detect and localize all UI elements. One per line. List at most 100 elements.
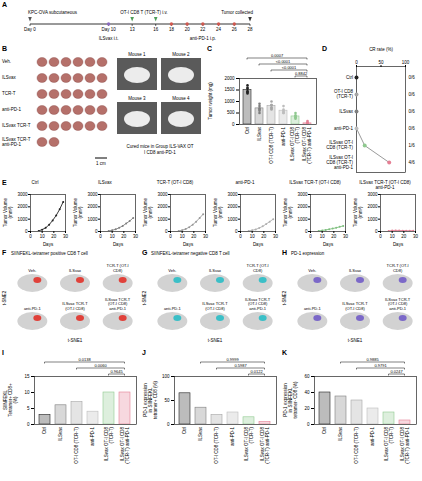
svg-text:1 cm: 1 cm xyxy=(96,161,106,166)
svg-text:50: 50 xyxy=(378,60,384,65)
svg-text:ILSvax TCR-T: ILSvax TCR-T xyxy=(2,123,31,128)
svg-text:t-SNE2: t-SNE2 xyxy=(282,290,287,305)
svg-text:0: 0 xyxy=(165,229,168,234)
svg-text:ILSvax i.t.: ILSvax i.t. xyxy=(99,36,119,41)
svg-text:anti-PD-1: anti-PD-1 xyxy=(281,127,286,147)
svg-text:CD8): CD8) xyxy=(253,268,263,273)
svg-text:0/6: 0/6 xyxy=(409,75,416,80)
svg-text:2000: 2000 xyxy=(224,76,235,81)
svg-text:(TCR-T): (TCR-T) xyxy=(109,427,114,444)
svg-text:2000: 2000 xyxy=(367,204,378,209)
svg-text:1000: 1000 xyxy=(87,217,98,222)
svg-text:20: 20 xyxy=(185,27,191,32)
svg-text:0.0122: 0.0122 xyxy=(250,369,263,374)
svg-text:anti-PD-1: anti-PD-1 xyxy=(235,180,255,185)
svg-text:18: 18 xyxy=(169,27,175,32)
svg-text:CD8): CD8) xyxy=(393,268,403,273)
svg-text:100: 100 xyxy=(162,374,170,379)
svg-text:30: 30 xyxy=(343,234,349,239)
svg-text:anti-PD-1: anti-PD-1 xyxy=(334,165,354,170)
svg-text:tetramer+ CD8 (%): tetramer+ CD8 (%) xyxy=(153,381,158,419)
svg-text:Veh.: Veh. xyxy=(28,268,36,273)
svg-text:(TCR-T) anti-PD-1: (TCR-T) anti-PD-1 xyxy=(265,427,270,464)
svg-text:OT-I CD8 T (TCR-T) i.v.: OT-I CD8 T (TCR-T) i.v. xyxy=(120,10,167,15)
svg-text:0.9999: 0.9999 xyxy=(226,357,239,362)
svg-text:CD8 (TCR-T): CD8 (TCR-T) xyxy=(326,145,353,150)
svg-text:(TCR-T): (TCR-T) xyxy=(249,427,254,444)
svg-text:ILSvax: ILSvax xyxy=(69,268,81,273)
svg-text:10: 10 xyxy=(320,234,326,239)
svg-text:PD-1 expression: PD-1 expression xyxy=(291,251,325,256)
svg-text:ILSvax: ILSvax xyxy=(198,426,203,441)
svg-text:0: 0 xyxy=(375,229,378,234)
svg-text:F: F xyxy=(2,249,7,256)
svg-text:anti-PD-1: anti-PD-1 xyxy=(2,142,22,147)
svg-text:Ctrl: Ctrl xyxy=(42,427,47,434)
svg-text:anti-PD-1: anti-PD-1 xyxy=(249,306,267,311)
svg-text:3000: 3000 xyxy=(87,192,98,197)
svg-text:1000: 1000 xyxy=(224,99,235,104)
svg-text:anti-PD-1: anti-PD-1 xyxy=(90,427,95,447)
svg-text:OT-I CD8 (TCR-T): OT-I CD8 (TCR-T) xyxy=(269,127,274,164)
svg-text:(TCR-T): (TCR-T) xyxy=(295,127,300,144)
svg-text:E: E xyxy=(2,179,7,186)
svg-text:20: 20 xyxy=(121,234,127,239)
svg-text:0: 0 xyxy=(355,60,358,65)
svg-text:1000: 1000 xyxy=(17,217,28,222)
svg-text:Cured mice in Group ILS-VAX OT: Cured mice in Group ILS-VAX OT xyxy=(126,144,193,149)
svg-text:13: 13 xyxy=(130,27,136,32)
svg-text:Veh.: Veh. xyxy=(168,268,176,273)
svg-text:anti-PD-1: anti-PD-1 xyxy=(230,427,235,447)
svg-text:B: B xyxy=(2,45,7,52)
svg-text:TCR-T (OT-I CD8): TCR-T (OT-I CD8) xyxy=(157,180,194,185)
svg-text:CR rate (%): CR rate (%) xyxy=(369,47,393,52)
svg-text:Veh.: Veh. xyxy=(2,59,11,64)
svg-text:0: 0 xyxy=(235,229,238,234)
svg-text:0: 0 xyxy=(167,422,170,427)
svg-text:30: 30 xyxy=(203,234,209,239)
svg-text:Days: Days xyxy=(113,242,124,247)
svg-text:24: 24 xyxy=(216,27,222,32)
svg-text:t-SNE1: t-SNE1 xyxy=(68,338,83,343)
svg-text:<0.0001: <0.0001 xyxy=(276,59,291,64)
svg-text:Ctrl: Ctrl xyxy=(182,427,187,434)
svg-text:0.9791: 0.9791 xyxy=(374,363,387,368)
svg-text:2000: 2000 xyxy=(87,204,98,209)
svg-text:(TCR-T) anti-PD-1: (TCR-T) anti-PD-1 xyxy=(405,427,410,464)
svg-text:tetramer- CD8 (%): tetramer- CD8 (%) xyxy=(293,381,298,418)
svg-text:Mouse 1: Mouse 1 xyxy=(128,52,146,57)
svg-text:0.0007: 0.0007 xyxy=(271,53,284,58)
svg-text:t-SNE2: t-SNE2 xyxy=(2,290,7,305)
svg-text:0: 0 xyxy=(27,422,30,427)
svg-text:0: 0 xyxy=(232,122,235,127)
svg-text:KPC-OVA subcutaneous: KPC-OVA subcutaneous xyxy=(28,10,78,15)
svg-text:(TCR-T) anti-PD-1: (TCR-T) anti-PD-1 xyxy=(125,427,130,464)
svg-text:Tumor weight (mg): Tumor weight (mg) xyxy=(208,82,213,120)
svg-text:0: 0 xyxy=(99,234,102,239)
svg-text:Days: Days xyxy=(43,242,54,247)
svg-text:Mouse 2: Mouse 2 xyxy=(172,52,190,57)
svg-text:anti-PD-1: anti-PD-1 xyxy=(334,126,354,131)
svg-text:(%): (%) xyxy=(13,396,18,403)
svg-text:10: 10 xyxy=(110,234,116,239)
svg-text:I CD8 anti-PD-1: I CD8 anti-PD-1 xyxy=(144,150,176,155)
svg-text:anti-PD-1: anti-PD-1 xyxy=(109,306,127,311)
svg-text:1/6: 1/6 xyxy=(409,143,416,148)
svg-text:16: 16 xyxy=(153,27,159,32)
svg-text:3000: 3000 xyxy=(227,192,238,197)
svg-text:Days: Days xyxy=(323,242,334,247)
svg-text:I: I xyxy=(2,349,4,356)
svg-text:1000: 1000 xyxy=(157,217,168,222)
svg-text:<0.0001: <0.0001 xyxy=(282,65,297,70)
svg-text:0: 0 xyxy=(25,229,28,234)
svg-text:20: 20 xyxy=(51,234,57,239)
svg-text:0: 0 xyxy=(169,234,172,239)
svg-text:1000: 1000 xyxy=(227,217,238,222)
svg-text:Ctrl: Ctrl xyxy=(346,75,353,80)
svg-text:(TCR-T) anti-PD-1: (TCR-T) anti-PD-1 xyxy=(307,127,312,164)
svg-text:Ctrl: Ctrl xyxy=(322,427,327,434)
svg-text:5: 5 xyxy=(27,406,30,411)
svg-text:10: 10 xyxy=(40,234,46,239)
svg-text:0: 0 xyxy=(95,229,98,234)
svg-text:0.8842: 0.8842 xyxy=(295,71,308,76)
